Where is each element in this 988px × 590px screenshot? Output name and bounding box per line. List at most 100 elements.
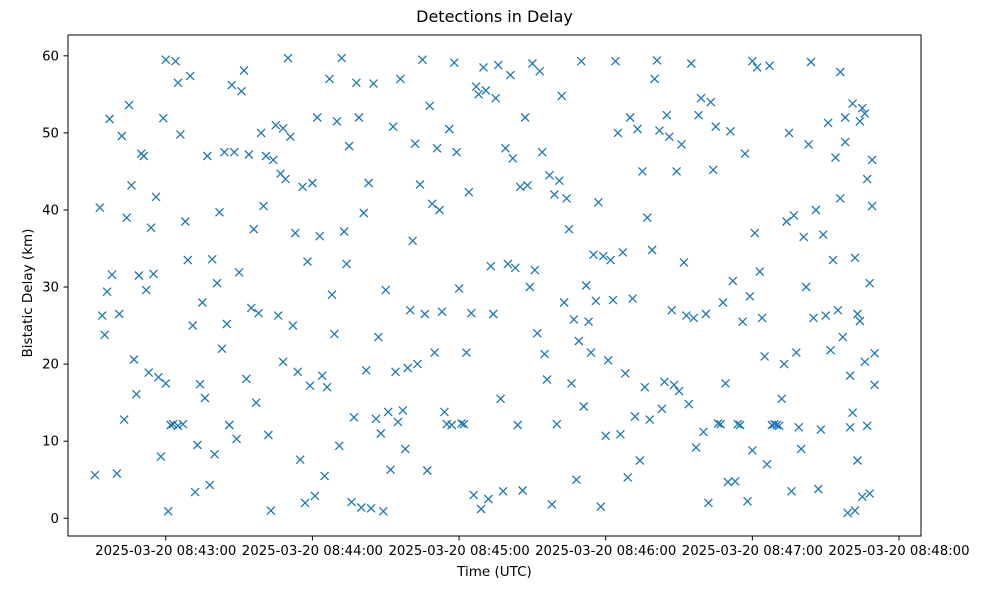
scatter-marker	[532, 328, 542, 338]
scatter-marker	[371, 414, 381, 424]
scatter-marker	[151, 192, 161, 202]
scatter-marker	[801, 282, 811, 292]
scatter-marker	[772, 420, 782, 430]
scatter-marker	[845, 371, 855, 381]
scatter-marker	[818, 230, 828, 240]
scatter-marker	[567, 378, 576, 388]
scatter-marker	[383, 407, 393, 417]
scatter-marker	[664, 132, 674, 142]
scatter-marker	[537, 147, 547, 157]
scatter-marker	[210, 449, 220, 459]
scatter-marker	[197, 298, 207, 307]
scatter-marker	[327, 290, 337, 300]
scatter-marker	[540, 349, 550, 359]
scatter-marker	[527, 59, 537, 68]
scatter-marker	[850, 506, 860, 516]
scatter-marker	[865, 278, 875, 288]
scatter-marker	[332, 116, 342, 126]
scatter-marker	[701, 309, 711, 319]
scatter-marker	[498, 486, 508, 496]
scatter-marker	[295, 455, 305, 465]
scatter-marker	[564, 224, 574, 234]
scatter-marker	[747, 445, 757, 455]
scatter-marker	[571, 475, 581, 485]
scatter-marker	[479, 62, 488, 72]
x-tick-label: 2025-03-20 08:44:00	[242, 544, 383, 559]
scatter-marker	[483, 494, 493, 504]
scatter-marker	[689, 313, 699, 323]
scatter-marker	[843, 508, 853, 518]
scatter-marker	[300, 498, 310, 508]
scatter-marker	[202, 151, 212, 161]
scatter-marker	[828, 255, 838, 265]
scatter-marker	[708, 165, 718, 175]
scatter-marker	[271, 120, 281, 130]
scatter-marker	[752, 62, 762, 72]
scatter-marker	[344, 141, 354, 151]
x-tick-label: 2025-03-20 08:46:00	[535, 544, 676, 559]
scatter-marker	[217, 344, 227, 354]
scatter-marker	[774, 421, 784, 431]
scatter-marker	[674, 386, 684, 396]
scatter-marker	[388, 122, 398, 132]
scatter-marker	[574, 336, 584, 346]
scatter-marker	[193, 440, 202, 450]
scatter-marker	[760, 351, 770, 361]
scatter-marker	[542, 375, 552, 384]
scatter-marker	[733, 419, 743, 429]
scatter-marker	[672, 166, 682, 176]
scatter-marker	[650, 74, 660, 84]
scatter-marker	[122, 213, 132, 223]
scatter-marker	[848, 99, 858, 109]
scatter-marker	[369, 79, 378, 89]
scatter-marker	[415, 180, 425, 189]
scatter-marker	[713, 419, 723, 428]
scatter-marker	[180, 217, 190, 226]
scatter-marker	[459, 419, 469, 429]
scatter-marker	[554, 176, 564, 186]
scatter-marker	[241, 374, 251, 384]
scatter-marker	[178, 419, 188, 429]
scatter-marker	[855, 316, 865, 326]
scatter-marker	[559, 298, 569, 307]
scatter-marker	[322, 382, 332, 392]
scatter-marker	[102, 287, 112, 297]
scatter-marker	[862, 174, 872, 184]
scatter-marker	[745, 291, 755, 301]
scatter-marker	[488, 309, 498, 319]
scatter-marker	[816, 425, 826, 435]
scatter-marker	[90, 470, 100, 480]
scatter-marker	[806, 57, 816, 67]
scatter-marker	[679, 257, 689, 267]
scatter-marker	[728, 276, 738, 286]
scatter-marker	[129, 355, 139, 364]
scatter-marker	[469, 490, 479, 500]
scatter-marker	[496, 394, 506, 404]
scatter-marker	[447, 420, 457, 430]
scatter-marker	[342, 259, 352, 269]
scatter-marker	[615, 429, 625, 439]
scatter-marker	[684, 399, 694, 409]
scatter-marker	[857, 492, 867, 502]
scatter-marker	[784, 128, 794, 138]
scatter-marker	[329, 329, 339, 339]
scatter-marker	[190, 487, 200, 497]
scatter-marker	[757, 313, 767, 323]
scatter-marker	[200, 393, 210, 403]
scatter-marker	[227, 80, 237, 90]
scatter-marker	[325, 74, 334, 84]
scatter-marker	[821, 311, 831, 321]
x-tick-label: 2025-03-20 08:43:00	[95, 544, 236, 559]
scatter-marker	[596, 502, 606, 512]
scatter-marker	[376, 429, 386, 438]
scatter-marker	[584, 317, 594, 327]
scatter-marker	[491, 93, 501, 103]
y-axis-ticks: 0 10 20 30 40 50 60	[42, 49, 68, 527]
scatter-marker	[645, 415, 655, 425]
scatter-marker	[630, 412, 640, 421]
scatter-marker	[405, 305, 415, 315]
scatter-marker	[777, 394, 787, 404]
scatter-marker	[840, 137, 850, 147]
scatter-marker	[141, 285, 151, 295]
